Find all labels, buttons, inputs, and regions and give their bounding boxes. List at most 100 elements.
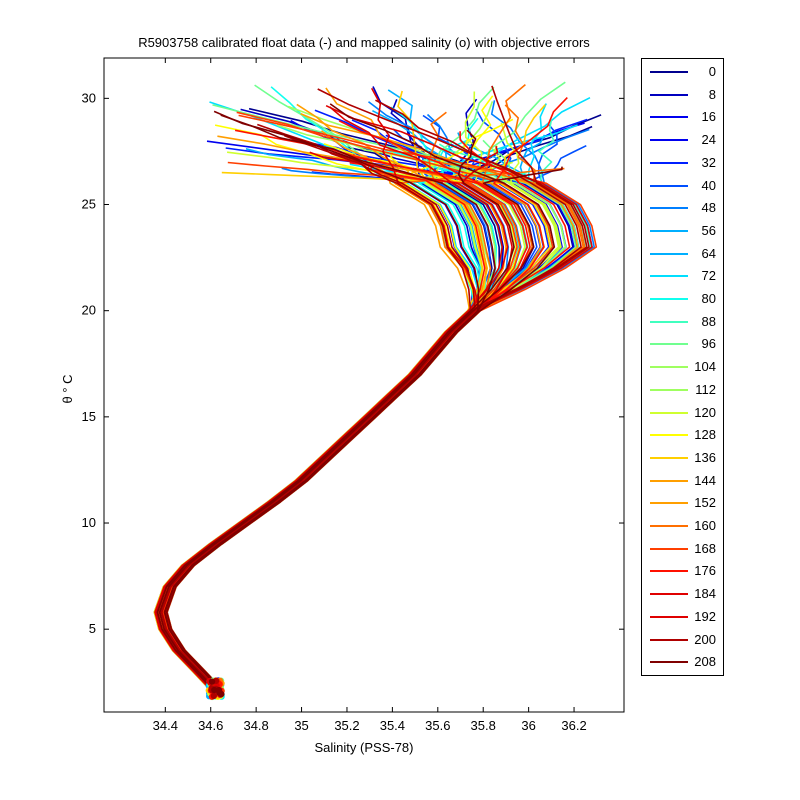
legend-item: 56 [642,220,723,242]
legend-label: 8 [708,86,716,102]
legend-item: 184 [642,583,723,605]
legend-item: 168 [642,538,723,560]
legend-item: 24 [642,129,723,151]
legend-swatch [650,161,688,164]
legend-label: 104 [694,359,716,375]
y-tick-label: 25 [82,197,96,212]
legend-label: 112 [695,381,716,397]
legend-label: 128 [694,427,716,443]
legend: 0 8 16 24 32 40 48 56 64 72 80 88 96 104 112 120 128 136 1… [641,58,724,676]
legend-item: 136 [642,447,723,469]
profile-line [166,103,556,690]
legend-label: 72 [701,268,716,284]
mapped-salinity-markers [205,677,225,701]
legend-label: 16 [701,109,716,125]
legend-swatch [650,229,688,232]
legend-item: 64 [642,243,723,265]
legend-swatch [650,479,688,482]
profile-line [160,88,582,690]
profile-line [156,129,515,690]
legend-item: 200 [642,629,723,651]
legend-item: 208 [642,651,723,673]
legend-label: 48 [701,200,716,216]
legend-item: 72 [642,265,723,287]
legend-swatch [650,116,688,119]
legend-item: 104 [642,356,723,378]
y-axis-label: θ ° C [60,374,75,403]
mapped-salinity-point [211,686,218,694]
y-tick-label: 30 [82,90,96,105]
profile-line [159,166,563,690]
legend-label: 64 [701,245,716,261]
y-tick-label: 15 [82,409,96,424]
legend-swatch [650,139,688,142]
profile-line [154,106,503,690]
legend-swatch [650,298,688,300]
legend-swatch [650,434,688,437]
x-tick-label: 35 [294,718,308,733]
x-tick-label: 35.6 [425,718,450,733]
x-tick-label: 36 [521,718,535,733]
x-axis-label: Salinity (PSS-78) [315,740,414,755]
legend-label: 80 [701,291,716,306]
legend-swatch [650,388,688,391]
legend-swatch [650,71,688,73]
legend-label: 144 [694,472,716,488]
legend-item: 8 [642,84,723,106]
y-tick-label: 5 [89,621,96,636]
legend-label: 192 [694,608,716,624]
legend-item: 192 [642,606,723,628]
x-tick-label: 34.8 [243,718,268,733]
x-tick-label: 35.4 [380,718,405,733]
legend-item: 176 [642,560,723,582]
legend-label: 24 [701,132,716,148]
legend-item: 120 [642,402,723,424]
y-axis: 5 10 15 20 25 30 [82,90,624,636]
legend-label: 208 [694,654,716,670]
x-tick-label: 35.8 [471,718,496,733]
legend-item: 144 [642,470,723,492]
legend-item: 32 [642,152,723,174]
legend-label: 56 [701,222,716,238]
legend-swatch [650,366,688,369]
legend-swatch [650,456,688,459]
y-tick-label: 20 [82,303,96,318]
legend-swatch [650,207,688,210]
legend-swatch [650,593,688,596]
mapped-salinity-point [216,689,223,696]
legend-label: 168 [694,540,716,556]
legend-item: 40 [642,175,723,197]
legend-item: 152 [642,492,723,514]
legend-item: 112 [642,379,723,401]
x-tick-label: 34.4 [153,718,178,733]
legend-label: 120 [694,404,716,420]
legend-swatch [650,661,688,664]
legend-swatch [650,547,688,550]
legend-swatch [650,343,688,346]
profile-line [164,114,496,690]
legend-swatch [650,411,688,414]
legend-item: 0 [642,61,723,83]
x-tick-label: 36.2 [561,718,586,733]
legend-label: 88 [701,313,716,329]
legend-item: 128 [642,424,723,446]
legend-swatch [650,638,688,641]
legend-item: 80 [642,288,723,310]
x-tick-label: 34.6 [198,718,223,733]
mapped-salinity-point [208,678,216,685]
legend-label: 40 [701,177,716,193]
legend-swatch [650,252,688,255]
mapped-salinity-point [210,692,218,700]
legend-item: 16 [642,106,723,128]
chart-title: R5903758 calibrated float data (-) and m… [138,35,590,50]
legend-swatch [650,525,688,527]
legend-item: 48 [642,197,723,219]
plot-frame [103,57,625,713]
series-layer [153,81,602,690]
legend-swatch [650,184,688,187]
legend-label: 160 [694,518,716,533]
legend-swatch [650,502,688,505]
legend-swatch [650,615,688,618]
y-tick-label: 10 [82,515,96,530]
legend-label: 176 [694,563,716,579]
